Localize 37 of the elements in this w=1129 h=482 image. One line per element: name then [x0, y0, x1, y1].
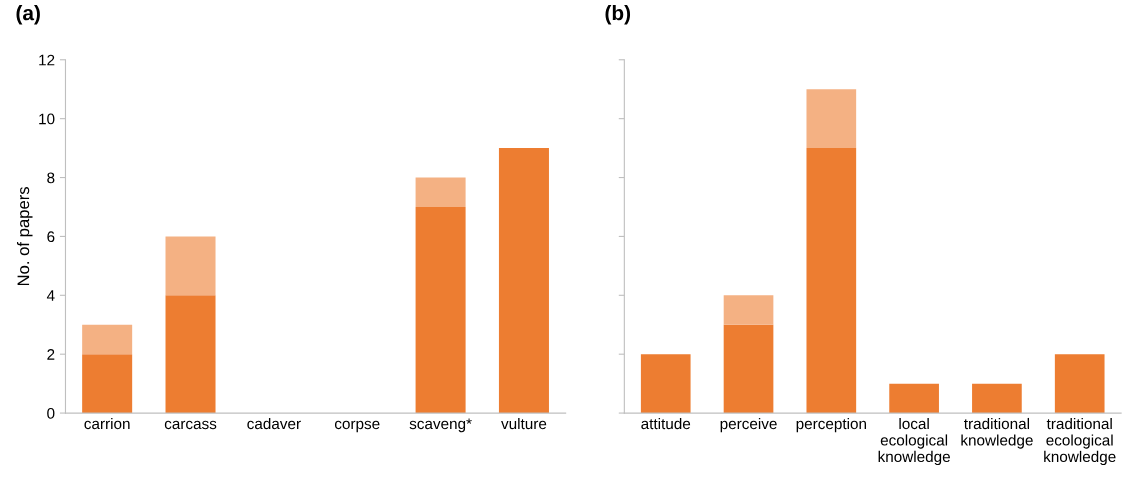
x-tick-label: carrion [84, 417, 130, 430]
y-tick-label: 12 [39, 54, 55, 66]
y-tick-label: 2 [47, 349, 55, 360]
y-tick-label: 6 [47, 231, 55, 243]
y-tick-label: 0 [47, 407, 55, 419]
bar [415, 177, 466, 207]
x-tick-label: attitude [641, 417, 691, 430]
x-tick-label: carcass [164, 420, 217, 430]
bar [82, 324, 133, 355]
bar [165, 236, 216, 296]
bar [723, 295, 774, 325]
x-tick-label: scaveng* [409, 418, 472, 433]
y-tick-label: 10 [39, 113, 55, 125]
x-tick-label: corpse [334, 420, 380, 433]
chart-title: (b) [605, 5, 631, 25]
bar [889, 383, 939, 414]
bar [640, 354, 691, 414]
bar [723, 324, 774, 414]
x-tick-label: traditional knowledge [961, 417, 1033, 449]
bar [82, 354, 133, 414]
bar [806, 89, 857, 149]
x-tick-label: vulture [501, 417, 547, 430]
bar [415, 206, 466, 414]
x-tick-label: traditional ecological knowledge [1044, 417, 1116, 466]
bar [972, 383, 1022, 414]
bar [1054, 354, 1105, 414]
y-axis-title: No. of papers [17, 186, 33, 286]
bar [165, 295, 216, 414]
chart-title: (a) [16, 5, 40, 25]
bar [498, 148, 549, 414]
bar [806, 148, 857, 414]
x-tick-label: perception [796, 417, 866, 433]
x-tick-label: local ecological knowledge [878, 417, 950, 466]
y-tick-label: 4 [46, 290, 55, 301]
x-tick-label: cadaver [247, 417, 301, 430]
x-tick-label: perceive [720, 417, 777, 433]
y-tick-label: 8 [47, 172, 55, 184]
